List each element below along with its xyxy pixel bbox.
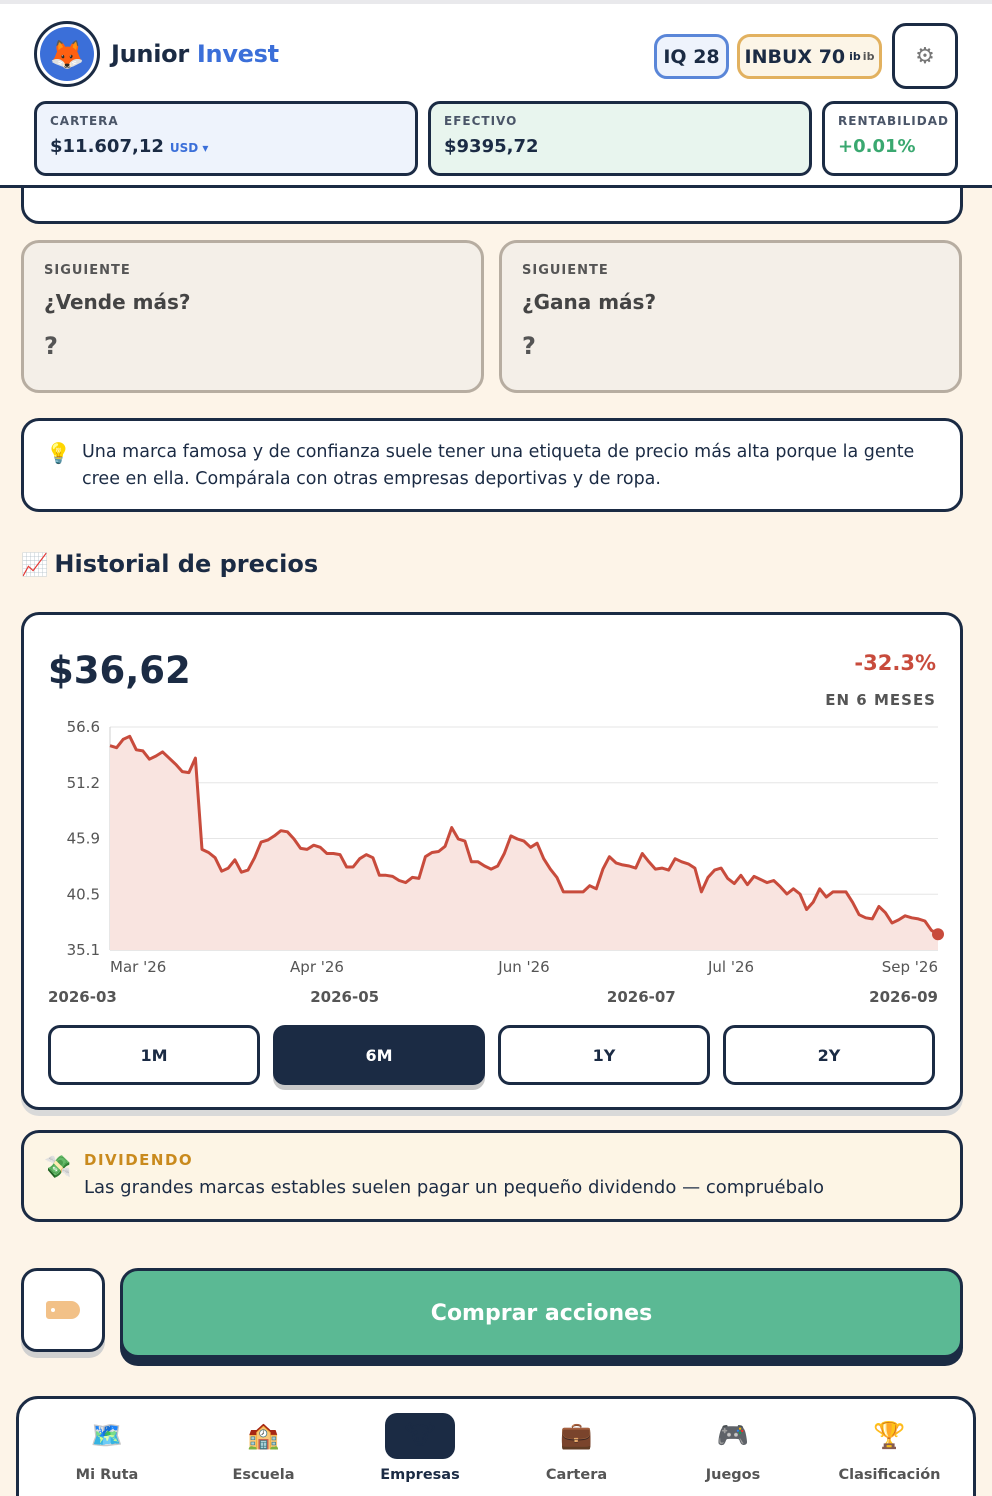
nav-item-cartera[interactable]: 💼 Cartera — [507, 1413, 647, 1483]
period-button-1y[interactable]: 1Y — [498, 1025, 710, 1085]
return-stat: RENTABILIDAD +0.01% — [822, 101, 958, 176]
portfolio-stat[interactable]: CARTERA $11.607,12 USD ▾ — [34, 101, 418, 176]
gamepad-icon: 🎮 — [716, 1421, 750, 1451]
date-tick-label: 2026-03 — [48, 988, 117, 1006]
cash-stat: EFECTIVO $9395,72 — [428, 101, 812, 176]
x-tick-label: Mar '26 — [110, 958, 166, 976]
iq-badge[interactable]: IQ 28 — [654, 34, 729, 79]
avatar[interactable]: 🦊 — [34, 21, 100, 87]
y-tick-label: 51.2 — [67, 774, 100, 792]
section-title: 📈 Historial de precios — [21, 550, 318, 578]
nav-item-empresas[interactable]: 🐮 Empresas — [350, 1413, 490, 1483]
app-title: Junior Invest — [111, 40, 279, 68]
nav-label: Juegos — [705, 1467, 761, 1483]
portfolio-value: $11.607,12 — [50, 136, 164, 157]
inbux-sup: ib — [849, 50, 861, 63]
x-tick-label: Jul '26 — [707, 958, 754, 976]
tip-card: 💡 Una marca famosa y de confianza suele … — [21, 418, 963, 512]
lightbulb-icon: 💡 — [46, 441, 71, 465]
nav-label: Cartera — [545, 1467, 608, 1483]
nav-icon-wrap: 💼 — [542, 1413, 612, 1459]
return-value: +0.01% — [838, 136, 916, 157]
nav-item-juegos[interactable]: 🎮 Juegos — [663, 1413, 803, 1483]
trophy-icon: 🏆 — [873, 1421, 906, 1451]
next-answer: ? — [522, 332, 536, 360]
inbux-label: INBUX 70 — [744, 45, 846, 68]
next-question: ¿Gana más? — [522, 290, 657, 314]
y-tick-label: 56.6 — [67, 718, 100, 736]
x-tick-label: Apr '26 — [290, 958, 344, 976]
nav-item-clasificación[interactable]: 🏆 Clasificación — [820, 1413, 960, 1483]
next-answer: ? — [44, 332, 58, 360]
next-card-sales[interactable]: SIGUIENTE ¿Vende más? ? — [21, 240, 484, 393]
date-tick-label: 2026-09 — [869, 988, 938, 1006]
briefcase-icon: 💼 — [560, 1421, 593, 1451]
bottom-nav: 🗺️ Mi Ruta 🏫 Escuela 🐮 Empresas 💼 Cartera 🎮 Juego… — [16, 1396, 976, 1496]
price-chart: 56.6 51.2 45.9 40.5 35.1 Mar '26 Apr '26 Jun '2… — [48, 718, 944, 1006]
nav-label: Escuela — [232, 1467, 295, 1483]
next-label: SIGUIENTE — [44, 263, 131, 278]
iq-label: IQ 28 — [663, 45, 720, 68]
period-button-2y[interactable]: 2Y — [723, 1025, 935, 1085]
price-tag-icon — [46, 1301, 80, 1319]
map-icon: 🗺️ — [90, 1421, 124, 1451]
return-label: RENTABILIDAD — [838, 114, 949, 128]
portfolio-label: CARTERA — [50, 114, 119, 128]
price-change: -32.3% — [854, 651, 936, 675]
settings-button[interactable]: ⚙ — [892, 23, 958, 89]
date-tick-label: 2026-05 — [310, 988, 379, 1006]
nav-item-mi-ruta[interactable]: 🗺️ Mi Ruta — [37, 1413, 177, 1483]
currency-selector[interactable]: USD ▾ — [169, 141, 209, 155]
dividend-card: 💸 DIVIDENDO Las grandes marcas estables … — [21, 1130, 963, 1222]
y-tick-label: 45.9 — [67, 830, 100, 848]
tip-text: Una marca famosa y de confianza suele te… — [82, 442, 915, 489]
inbux-badge[interactable]: INBUX 70 ib ib — [737, 34, 882, 79]
date-tick-label: 2026-07 — [607, 988, 676, 1006]
nav-item-escuela[interactable]: 🏫 Escuela — [194, 1413, 334, 1483]
brand-part2: Invest — [196, 40, 279, 68]
nav-icon-wrap: 🐮 — [385, 1413, 455, 1459]
cash-value: $9395,72 — [444, 136, 539, 157]
inbux-sub: ib — [862, 50, 875, 63]
chart-up-icon: 📈 — [21, 553, 49, 578]
last-price-point — [932, 928, 944, 941]
y-tick-label: 35.1 — [67, 941, 100, 959]
price-history-card: $36,62 -32.3% EN 6 MESES 56.6 51.2 45.9 40.… — [21, 612, 963, 1110]
current-price: $36,62 — [48, 649, 191, 692]
app-header: 🦊 Junior Invest IQ 28 INBUX 70 ib ib ⚙ CAR… — [0, 0, 992, 188]
money-wings-icon: 💸 — [44, 1155, 72, 1180]
nav-label: Clasificación — [838, 1467, 941, 1483]
cash-label: EFECTIVO — [444, 114, 518, 128]
nav-icon-wrap: 🎮 — [698, 1413, 768, 1459]
next-question: ¿Vende más? — [44, 290, 191, 314]
nav-label: Mi Ruta — [75, 1467, 139, 1483]
nav-icon-wrap: 🏆 — [855, 1413, 925, 1459]
dividend-text: Las grandes marcas estables suelen pagar… — [84, 1177, 825, 1198]
cow-icon: 🐮 — [404, 1421, 436, 1451]
nav-icon-wrap: 🏫 — [229, 1413, 299, 1459]
period-button-6m[interactable]: 6M — [273, 1025, 485, 1085]
brand-part1: Junior — [111, 40, 189, 68]
fox-icon: 🦊 — [49, 37, 85, 71]
x-tick-label: Sep '26 — [882, 958, 938, 976]
gear-icon: ⚙ — [915, 43, 935, 69]
nav-icon-wrap: 🗺️ — [72, 1413, 142, 1459]
dividend-label: DIVIDENDO — [84, 1151, 194, 1169]
next-label: SIGUIENTE — [522, 263, 609, 278]
next-card-profit[interactable]: SIGUIENTE ¿Gana más? ? — [499, 240, 962, 393]
period-label: EN 6 MESES — [825, 691, 936, 709]
buy-shares-button[interactable]: Comprar acciones — [120, 1268, 963, 1358]
nav-label: Empresas — [380, 1467, 460, 1483]
school-icon: 🏫 — [247, 1421, 280, 1451]
history-title: Historial de precios — [54, 550, 319, 578]
price-line — [109, 734, 939, 936]
x-tick-label: Jun '26 — [497, 958, 549, 976]
period-button-1m[interactable]: 1M — [48, 1025, 260, 1085]
y-tick-label: 40.5 — [67, 885, 100, 903]
price-tag-button[interactable] — [21, 1268, 105, 1352]
